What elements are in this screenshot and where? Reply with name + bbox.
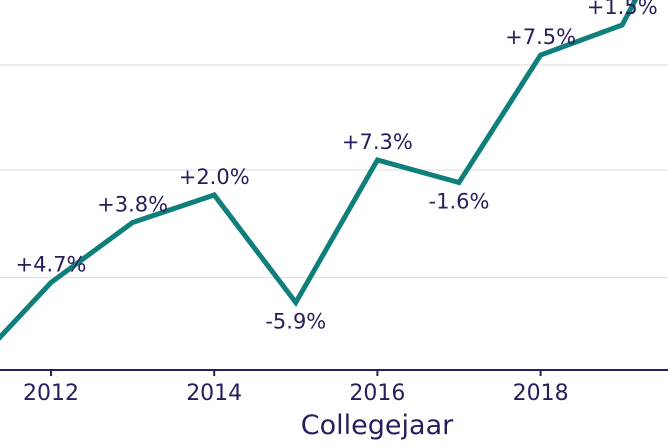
data-label-2019: +1.5% (587, 0, 658, 19)
data-label-2017: -1.6% (429, 190, 490, 214)
x-tick-label-2018: 2018 (513, 381, 569, 406)
data-label-2012: +4.7% (16, 253, 87, 277)
series-line (0, 0, 639, 341)
data-label-2016: +7.3% (342, 130, 413, 154)
x-tick-label-2014: 2014 (186, 381, 242, 406)
data-label-2018: +7.5% (505, 25, 576, 49)
x-ticks: 2012 2014 2016 2018 (23, 370, 569, 406)
gridlines (0, 64, 668, 279)
x-tick-label-2012: 2012 (23, 381, 79, 406)
data-label-2015: -5.9% (265, 310, 326, 334)
x-tick-label-2016: 2016 (349, 381, 405, 406)
x-axis-title: Collegejaar (301, 410, 454, 441)
data-labels: %+4.7%+3.8%+2.0%-5.9%+7.3%-1.6%+7.5%+1.5… (16, 0, 658, 334)
data-label-2013: +3.8% (97, 193, 168, 217)
data-label-2014: +2.0% (179, 165, 250, 189)
